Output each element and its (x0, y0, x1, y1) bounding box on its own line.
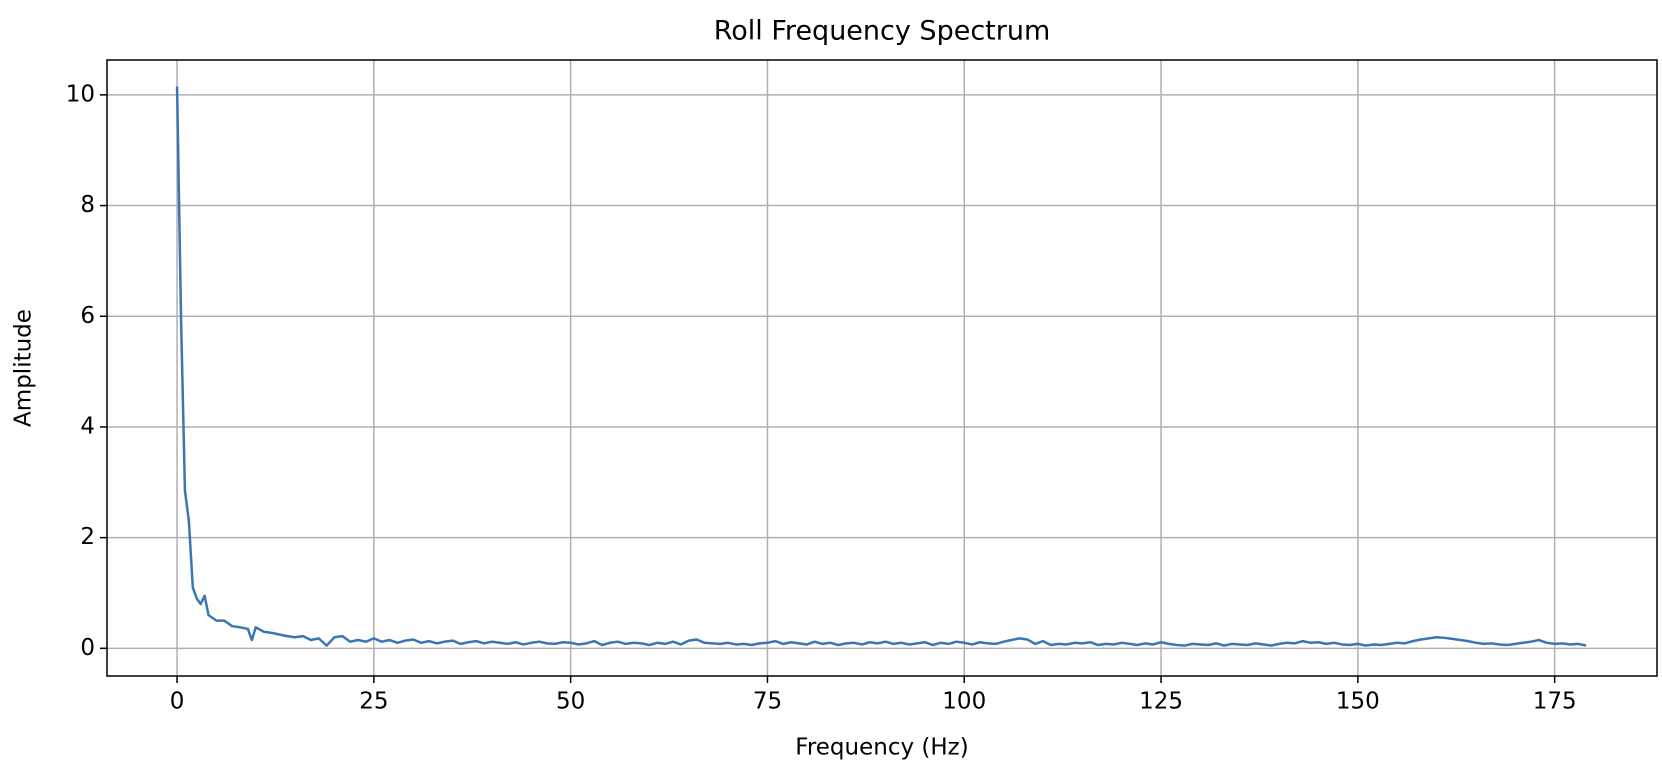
chart-title: Roll Frequency Spectrum (714, 16, 1051, 47)
y-tick-label: 4 (80, 413, 95, 439)
x-axis-label: Frequency (Hz) (795, 735, 968, 761)
y-tick-label: 10 (66, 81, 95, 107)
x-tick-label: 125 (1139, 689, 1183, 715)
data-line (175, 86, 1587, 647)
x-tick-label: 0 (170, 689, 185, 715)
y-tick-label: 8 (80, 192, 95, 218)
plot-frame (106, 59, 1658, 677)
y-tick-label: 2 (80, 524, 95, 550)
y-tick-label: 6 (80, 303, 95, 329)
x-tick-label: 50 (556, 689, 585, 715)
x-tick-label: 150 (1336, 689, 1380, 715)
x-tick-label: 75 (753, 689, 782, 715)
y-axis-label: Amplitude (11, 309, 37, 427)
x-tick-label: 25 (359, 689, 388, 715)
x-tick-label: 175 (1533, 689, 1577, 715)
x-tick-label: 100 (942, 689, 986, 715)
y-tick-label: 0 (80, 635, 95, 661)
